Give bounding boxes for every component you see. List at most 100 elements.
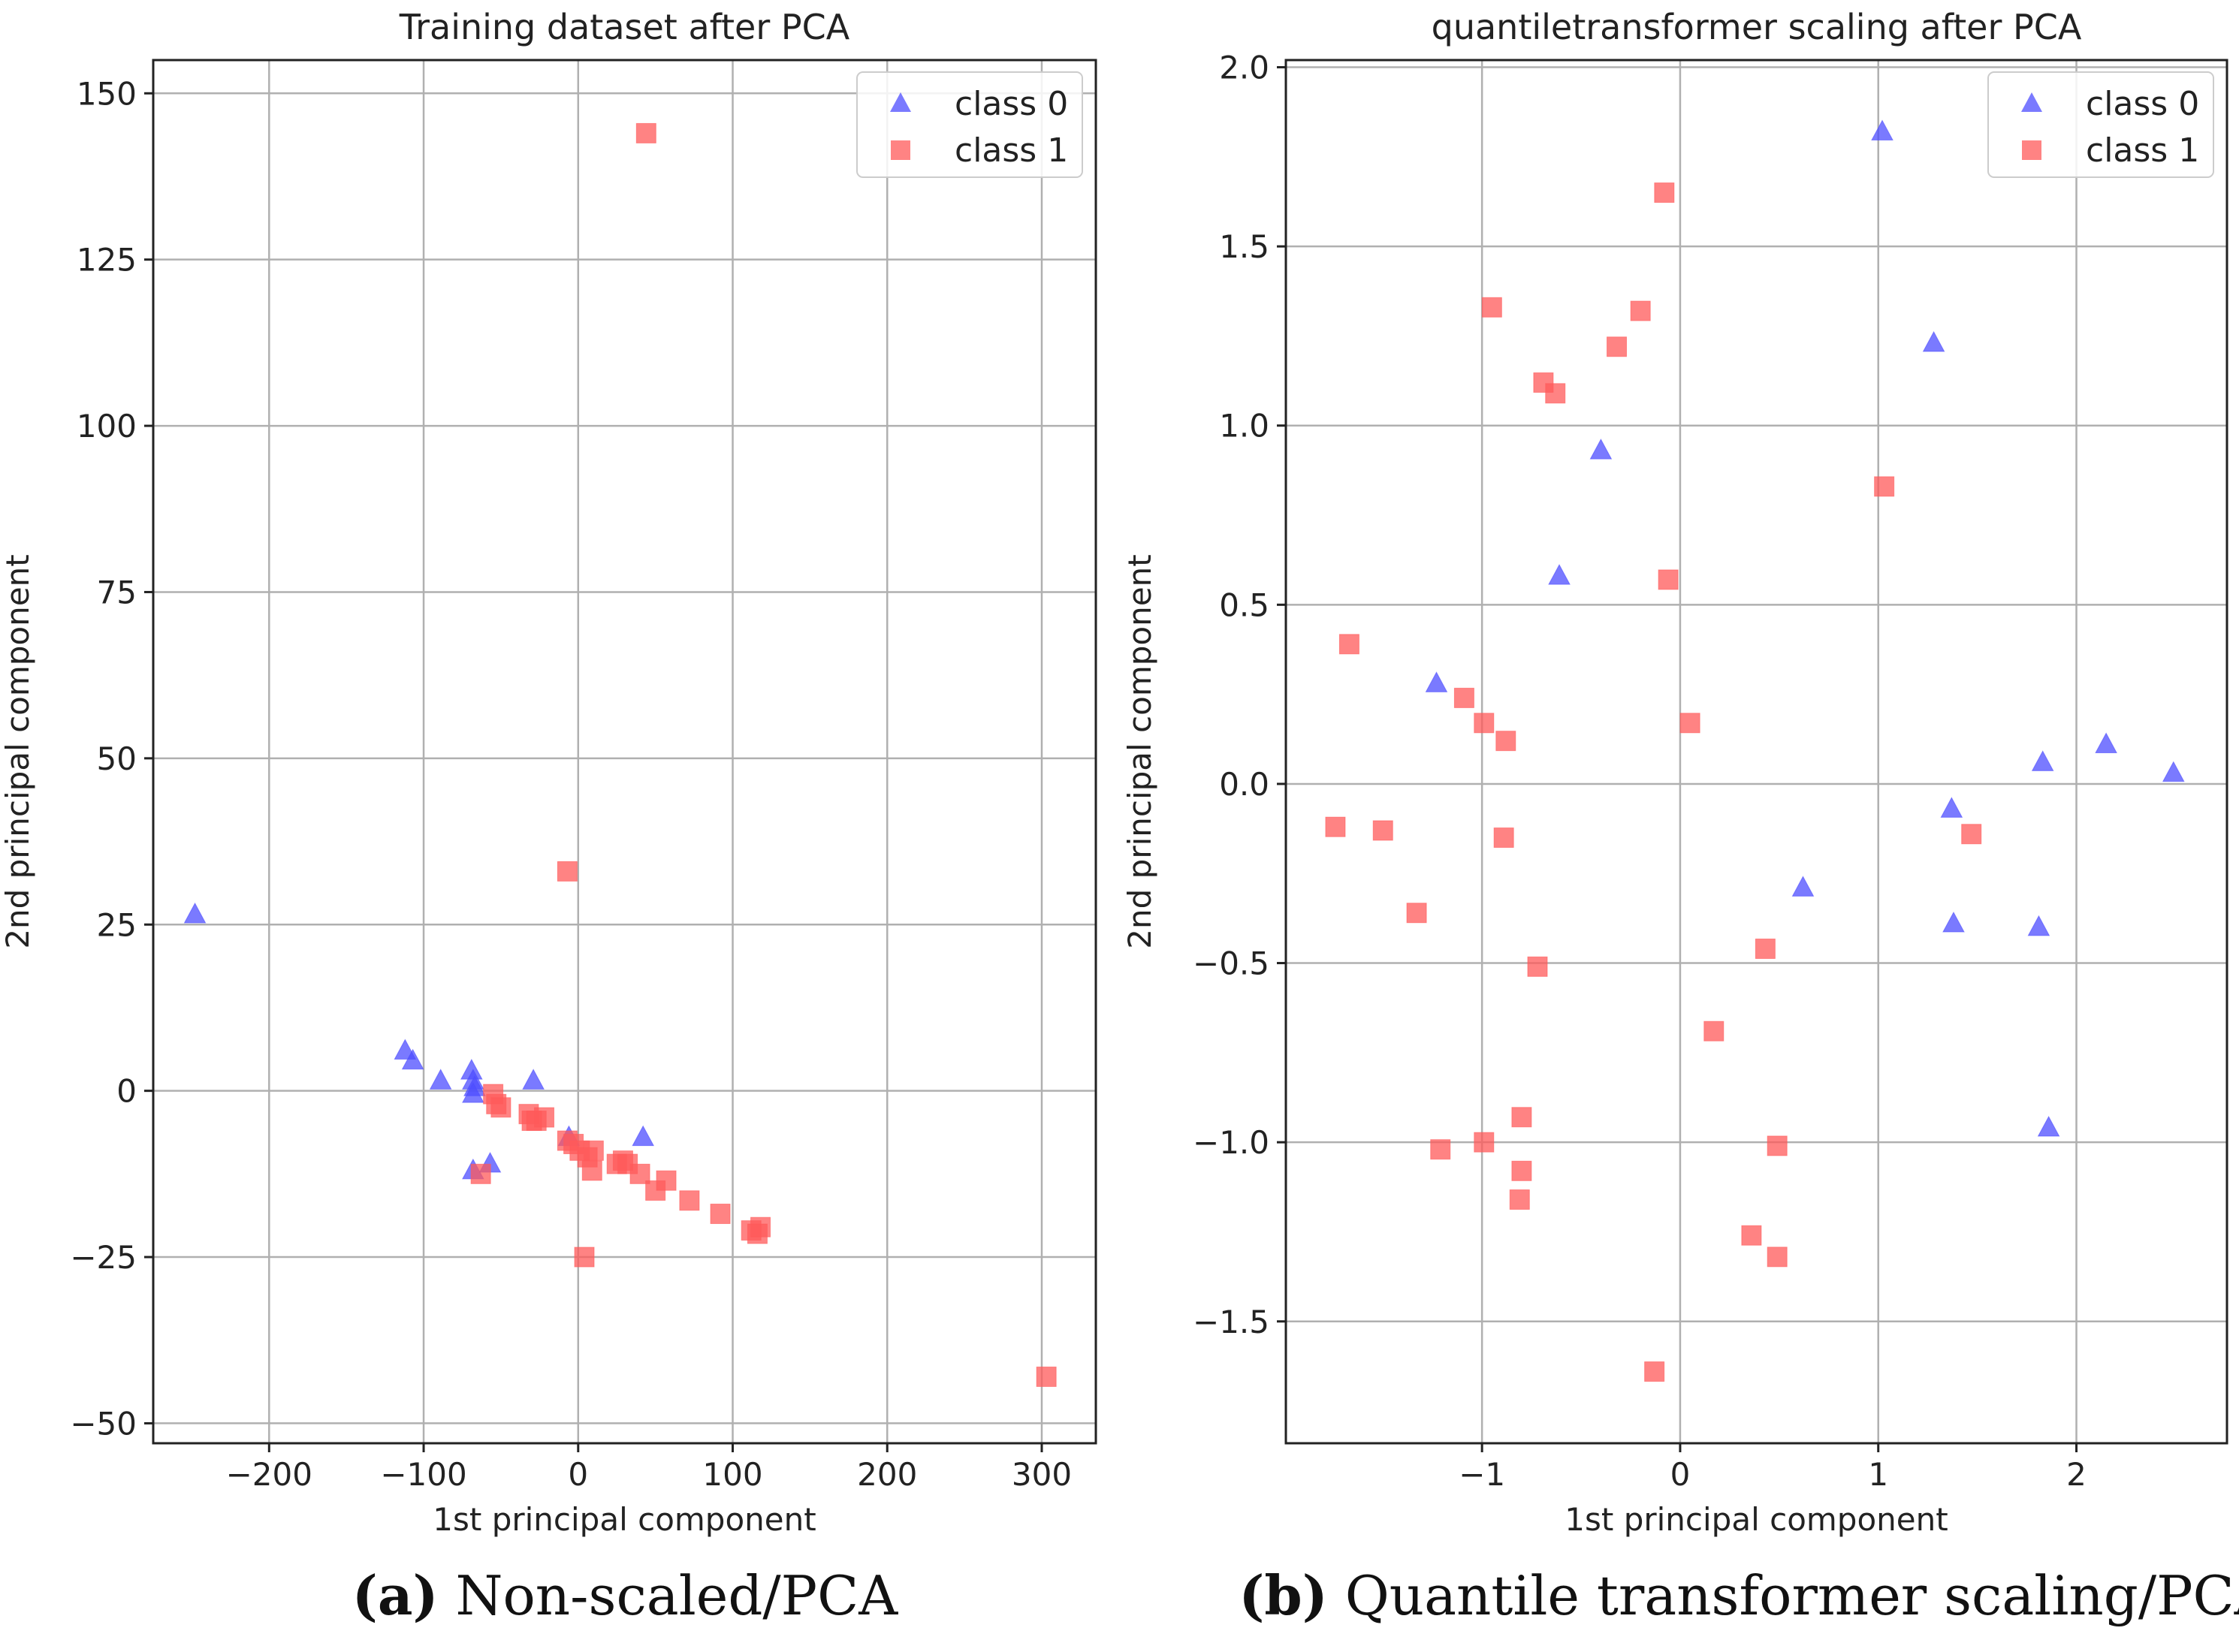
y-tick-label: 25: [97, 906, 137, 943]
class1-point: [1654, 182, 1675, 203]
legend-box: [856, 71, 1083, 178]
class1-point: [750, 1216, 771, 1237]
class1-point: [1961, 824, 1982, 845]
class1-point: [679, 1190, 700, 1211]
class1-point: [656, 1170, 677, 1191]
y-axis-label: 2nd principal component: [1121, 554, 1158, 948]
legend-square-marker: [891, 140, 910, 160]
plot-frame: [152, 59, 1097, 1445]
x-tick-label: 0: [568, 1456, 588, 1493]
y-tick-label: 2.0: [1219, 50, 1269, 86]
class0-point: [2037, 1116, 2060, 1137]
plot-frame: [1284, 59, 2228, 1445]
y-tick-label: 100: [77, 408, 137, 445]
legend-label: class 0: [955, 85, 1068, 123]
legend-label: class 1: [2086, 131, 2199, 170]
class0-point: [2027, 915, 2050, 936]
class1-point: [1036, 1366, 1057, 1387]
class0-point: [1548, 564, 1571, 585]
class1-point: [710, 1203, 731, 1224]
class0-point: [401, 1048, 424, 1070]
class1-point: [1874, 476, 1895, 497]
class1-point: [1755, 938, 1776, 959]
class0-point: [1589, 439, 1613, 460]
legend-square-marker: [2022, 140, 2041, 160]
x-tick-label: 200: [857, 1456, 917, 1493]
x-tick-label: −1: [1459, 1456, 1505, 1493]
y-tick-label: −1.5: [1193, 1304, 1269, 1340]
y-tick-label: 75: [97, 574, 137, 610]
y-tick-label: 0.5: [1219, 586, 1269, 623]
class0-point: [462, 1082, 484, 1103]
legend-triangle-marker: [2021, 92, 2042, 112]
x-axis-label: 1st principal component: [1565, 1501, 1948, 1538]
class1-point: [1325, 816, 1346, 837]
class0-point: [1791, 876, 1815, 897]
class1-point: [1430, 1139, 1451, 1160]
class0-point: [2162, 761, 2185, 782]
class1-point: [1658, 569, 1679, 590]
y-tick-label: −50: [70, 1405, 137, 1442]
class1-point: [534, 1107, 555, 1128]
legend: class 0 class 1: [1987, 71, 2214, 178]
class1-point: [629, 1163, 650, 1184]
class0-point: [632, 1125, 655, 1147]
class1-point: [1630, 300, 1651, 321]
y-tick-label: −0.5: [1193, 945, 1269, 982]
y-tick-label: 1.0: [1219, 408, 1269, 445]
class1-point: [557, 861, 578, 882]
class0-point: [429, 1069, 452, 1090]
class1-point: [1511, 1107, 1532, 1128]
class1-point: [635, 122, 656, 143]
x-tick-label: −100: [380, 1456, 466, 1493]
class1-point: [1703, 1020, 1725, 1042]
y-tick-label: −1.0: [1193, 1124, 1269, 1161]
legend: class 0 class 1: [856, 71, 1083, 178]
class1-point: [1338, 634, 1359, 655]
y-tick-label: 125: [77, 242, 137, 279]
x-tick-label: 300: [1012, 1456, 1072, 1493]
y-tick-label: 0.0: [1219, 766, 1269, 803]
y-tick-label: −25: [70, 1239, 137, 1276]
legend-box: [1987, 71, 2214, 178]
legend-label: class 1: [955, 131, 1068, 170]
legend-label: class 0: [2086, 85, 2199, 123]
class1-point: [1406, 903, 1427, 924]
class1-point: [1474, 1132, 1495, 1153]
class1-point: [1453, 687, 1474, 708]
class1-point: [1767, 1247, 1788, 1268]
class1-point: [1679, 713, 1700, 734]
y-tick-label: 0: [116, 1073, 137, 1110]
class1-point: [1511, 1160, 1532, 1181]
caption-letter: (a): [352, 1563, 439, 1627]
class0-point: [1922, 330, 1945, 352]
class0-point: [1942, 912, 1965, 933]
panel-b: −1 0 1 2 −1.5 −1.0 −0.5 0.0 0.5 1.0 1.5 2.0 quantile…: [1121, 7, 2239, 1627]
y-tick-label: 50: [97, 740, 137, 777]
class1-point: [1767, 1135, 1788, 1156]
class1-point: [581, 1160, 602, 1181]
class0-point: [522, 1069, 545, 1090]
chart-title: quantiletransformer scaling after PCA: [1432, 7, 2082, 47]
class1-point: [1741, 1225, 1762, 1246]
class1-point: [1493, 828, 1514, 849]
class0-point: [2095, 732, 2117, 753]
panel-a: −200 −100 0 100 200 300 −50 −25 0 25 50 75 100 125 150…: [0, 7, 1097, 1627]
class1-point: [1509, 1189, 1530, 1210]
class1-point: [574, 1247, 595, 1268]
class1-point: [1644, 1361, 1665, 1382]
class1-point: [470, 1163, 491, 1184]
class0-point: [183, 902, 207, 924]
x-tick-label: 100: [702, 1456, 762, 1493]
class1-point: [1545, 383, 1566, 404]
class1-point: [1372, 820, 1393, 841]
class1-point: [1607, 336, 1628, 357]
panel-caption: (b) Quantile transformer scaling/PCA: [1239, 1563, 2239, 1627]
panel-caption: (a) Non-scaled/PCA: [352, 1563, 898, 1627]
caption-letter: (b): [1239, 1563, 1327, 1627]
x-tick-label: 1: [1868, 1456, 1888, 1493]
class1-point: [490, 1097, 511, 1118]
chart-title: Training dataset after PCA: [399, 7, 850, 47]
class1-point: [1481, 297, 1502, 318]
